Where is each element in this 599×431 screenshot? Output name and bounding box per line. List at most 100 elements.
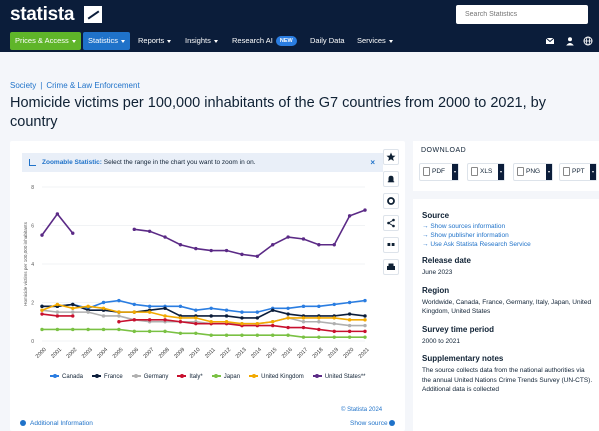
share-button[interactable] <box>383 215 399 231</box>
breadcrumb-society[interactable]: Society <box>10 81 37 90</box>
legend-marker <box>92 373 102 378</box>
download-png-button[interactable]: PNG <box>513 163 553 181</box>
x-tick-label: 2014 <box>250 347 263 360</box>
settings-button[interactable] <box>383 193 399 209</box>
data-point <box>347 318 352 322</box>
nav-research-ai[interactable]: Research AI NEW <box>227 32 302 50</box>
share-icon <box>387 218 395 228</box>
cite-button[interactable] <box>383 237 399 253</box>
nav-reports[interactable]: Reports <box>133 32 176 50</box>
chevron-down-icon <box>388 39 393 43</box>
x-tick-label: 2010 <box>189 347 202 360</box>
data-point <box>271 320 275 324</box>
data-point <box>363 298 367 303</box>
data-point <box>194 321 198 326</box>
data-point <box>224 248 229 253</box>
data-point <box>224 333 229 337</box>
breadcrumb-crime-law[interactable]: Crime & Law Enforcement <box>46 81 140 90</box>
release-date-heading: Release date <box>422 256 471 265</box>
data-point <box>363 329 367 334</box>
legend-item[interactable]: United States** <box>312 373 366 380</box>
ppt-icon <box>563 167 570 176</box>
statista-logo-icon[interactable] <box>84 6 102 23</box>
show-source-link[interactable]: Show source <box>350 420 399 427</box>
data-point <box>347 214 352 218</box>
legend-item[interactable]: France <box>92 373 123 380</box>
data-point <box>101 327 106 332</box>
print-button[interactable] <box>383 259 399 275</box>
x-tick-label: 2013 <box>235 347 248 360</box>
data-point <box>317 243 321 247</box>
nav-insights[interactable]: Insights <box>180 32 223 50</box>
data-point <box>163 329 167 334</box>
data-point <box>224 320 229 324</box>
additional-information-link[interactable]: Additional Information <box>20 420 93 427</box>
legend-item[interactable]: United Kingdom <box>249 373 304 380</box>
data-point <box>240 252 244 257</box>
data-point <box>147 329 152 334</box>
search-input[interactable] <box>456 5 588 24</box>
data-point <box>209 314 213 318</box>
chevron-down-icon[interactable] <box>590 164 596 180</box>
show-sources-link[interactable]: Show sources information <box>422 223 599 230</box>
x-tick-label: 2018 <box>312 347 325 360</box>
x-tick-label: 2008 <box>158 347 171 360</box>
download-format-label: PPT <box>572 168 585 175</box>
star-icon <box>386 152 396 161</box>
ask-research-service-link[interactable]: Use Ask Statista Research Service <box>422 241 599 248</box>
top-header: statista <box>0 0 599 30</box>
data-point <box>147 304 152 309</box>
chevron-down-icon[interactable] <box>498 164 504 180</box>
legend-marker <box>312 373 322 378</box>
x-tick-label: 2009 <box>173 347 186 360</box>
nav-daily-data[interactable]: Daily Data <box>305 32 350 50</box>
data-point <box>71 231 75 235</box>
legend-item[interactable]: Germany <box>131 373 168 380</box>
globe-icon[interactable] <box>583 36 593 46</box>
nav-statistics[interactable]: Statistics <box>83 32 131 50</box>
data-point <box>332 321 336 326</box>
data-point <box>255 254 260 258</box>
data-point <box>209 333 213 337</box>
data-point <box>271 323 275 328</box>
data-point <box>363 335 367 339</box>
nav-prices-access[interactable]: Prices & Access <box>10 32 81 50</box>
data-point <box>40 308 44 312</box>
close-icon[interactable]: × <box>370 158 375 167</box>
x-tick-label: 2006 <box>127 347 140 360</box>
legend-item[interactable]: Canada <box>50 373 83 380</box>
download-ppt-button[interactable]: PPT <box>559 163 597 181</box>
zoom-text: Select the range in the chart you want t… <box>103 159 256 166</box>
data-point <box>132 227 136 232</box>
data-point <box>209 248 213 253</box>
download-pdf-button[interactable]: PDF <box>419 163 459 181</box>
chevron-down-icon[interactable] <box>546 164 552 180</box>
favorite-button[interactable] <box>383 149 399 165</box>
download-xls-button[interactable]: XLS <box>467 163 505 181</box>
data-point <box>117 314 121 318</box>
data-point <box>40 312 44 316</box>
download-format-label: XLS <box>480 168 493 175</box>
statista-logo[interactable]: statista <box>10 4 75 25</box>
notification-button[interactable] <box>383 171 399 187</box>
data-point <box>301 237 306 241</box>
x-tick-label: 2015 <box>266 347 279 360</box>
legend-item[interactable]: Italy* <box>177 373 203 380</box>
legend-item[interactable]: Japan <box>211 373 240 380</box>
x-tick-label: 2003 <box>81 347 94 360</box>
show-publisher-link[interactable]: Show publisher information <box>422 232 599 239</box>
user-icon[interactable] <box>565 36 575 46</box>
chevron-down-icon[interactable] <box>452 164 458 180</box>
chart-copyright[interactable]: © Statista 2024 <box>341 407 383 413</box>
data-point <box>301 316 306 320</box>
series-line <box>41 212 74 236</box>
x-tick-label: 2017 <box>296 347 309 360</box>
region-value: Worldwide, Canada, France, Germany, Ital… <box>422 298 592 316</box>
mail-icon[interactable] <box>545 36 555 46</box>
nav-label: Insights <box>185 36 211 45</box>
data-point <box>194 246 198 251</box>
data-point <box>224 314 229 318</box>
nav-services[interactable]: Services <box>352 32 398 50</box>
data-point <box>86 304 90 309</box>
